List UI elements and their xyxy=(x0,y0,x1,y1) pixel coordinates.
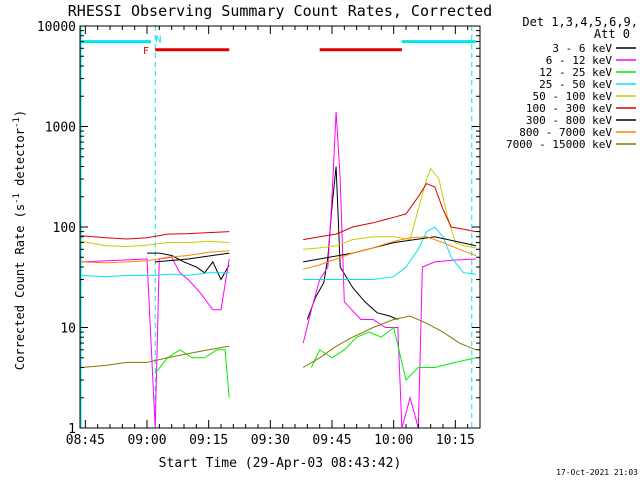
series-line-6-seg-1 xyxy=(303,236,477,263)
series-line-6-seg-0 xyxy=(155,252,230,263)
y-label-main: Corrected Count Rate (s xyxy=(13,204,27,370)
series-line-4-seg-0 xyxy=(81,240,230,248)
series-line-7-seg-0 xyxy=(81,250,230,264)
series-line-4-seg-1 xyxy=(303,167,476,250)
series-line-2-seg-0 xyxy=(154,349,230,398)
plot-area: FN xyxy=(80,26,477,429)
series-line-2-seg-1 xyxy=(310,326,477,381)
x-tick-label-3: 09:30 xyxy=(251,433,290,448)
series-line-8-seg-0 xyxy=(81,345,230,368)
series-line-3-seg-0 xyxy=(81,272,230,278)
series-line-0-seg-1 xyxy=(306,166,398,320)
x-tick-label-4: 09:45 xyxy=(312,433,351,448)
x-axis: 08:45 09:00 09:15 09:30 09:45 10:00 10:15 xyxy=(66,26,475,448)
y-axis: 1 10 100 1000 10000 xyxy=(37,20,480,437)
legend-header-line2: Att 0 xyxy=(594,27,630,41)
legend-entry-0: 3 - 6 keV xyxy=(552,42,612,55)
y-label-mid: detector xyxy=(13,128,27,193)
y-tick-label-1: 10 xyxy=(60,322,76,337)
y-label-sup1: -1 xyxy=(12,193,22,204)
legend-entry-2: 12 - 25 keV xyxy=(539,66,612,79)
series-line-3-seg-1 xyxy=(303,226,476,280)
y-axis-label: Corrected Count Rate (s-1 detector-1) xyxy=(12,110,27,370)
legend-entry-4: 50 - 100 keV xyxy=(533,90,613,103)
y-label-end: ) xyxy=(13,110,27,117)
y-tick-label-0: 1 xyxy=(68,422,76,437)
x-tick-label-1: 09:00 xyxy=(127,433,166,448)
series-line-1-seg-0 xyxy=(81,256,230,429)
series-line-7-seg-1 xyxy=(303,236,477,270)
y-label-sup2: -1 xyxy=(12,117,22,128)
y-tick-label-4: 10000 xyxy=(37,20,76,35)
x-tick-label-6: 10:15 xyxy=(436,433,475,448)
series-line-0-seg-0 xyxy=(147,252,230,281)
series-line-5-seg-1 xyxy=(303,182,476,241)
legend-header-line1: Det 1,3,4,5,6,9, xyxy=(522,15,638,29)
y-tick-label-2: 100 xyxy=(53,221,76,236)
legend-entry-3: 25 - 50 keV xyxy=(539,78,612,91)
y-tick-label-3: 1000 xyxy=(45,121,76,136)
legend-entry-8: 7000 - 15000 keV xyxy=(506,138,612,151)
legend-entry-1: 6 - 12 keV xyxy=(546,54,613,67)
series-line-8-seg-1 xyxy=(302,315,477,368)
chart-title: RHESSI Observing Summary Count Rates, Co… xyxy=(68,2,492,20)
x-tick-label-0: 08:45 xyxy=(66,433,105,448)
legend-entry-5: 100 - 300 keV xyxy=(526,102,612,115)
flag-label-n: N xyxy=(155,35,161,46)
legend-entry-7: 800 - 7000 keV xyxy=(519,126,612,139)
x-tick-label-5: 10:00 xyxy=(374,433,413,448)
flag-label-f: F xyxy=(143,46,149,57)
timestamp: 17-Oct-2021 21:03 xyxy=(556,468,638,477)
x-axis-label: Start Time (29-Apr-03 08:43:42) xyxy=(159,456,402,471)
series-line-5-seg-0 xyxy=(81,231,230,240)
legend-entry-6: 300 - 800 keV xyxy=(526,114,612,127)
x-tick-label-2: 09:15 xyxy=(189,433,228,448)
series-line-1-seg-1 xyxy=(302,111,476,429)
